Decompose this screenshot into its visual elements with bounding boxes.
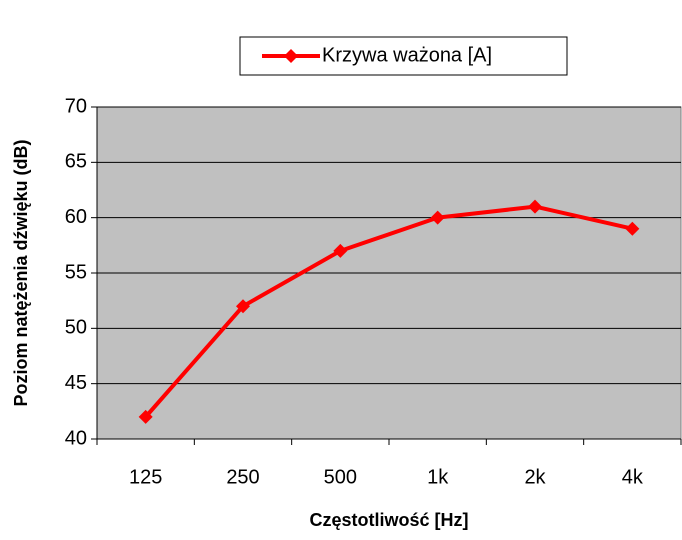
x-tick-label: 250 [226,466,259,488]
x-tick-label: 4k [622,466,644,488]
legend-marker [284,49,298,63]
y-tick-label: 70 [65,95,87,117]
x-tick-label: 2k [524,466,546,488]
y-tick-label: 50 [65,317,87,339]
legend-label: Krzywa ważona [A] [322,44,492,66]
y-tick-label: 40 [65,427,87,449]
y-tick-label: 65 [65,151,87,173]
y-axis-title: Poziom natężenia dźwięku (dB) [11,139,31,406]
point-marker [528,199,542,214]
y-tick-label: 55 [65,261,87,283]
point-marker [236,299,250,314]
x-tick-label: 500 [324,466,357,488]
point-marker [333,243,348,258]
x-tick-label: 125 [129,466,162,488]
y-tick-label: 60 [65,206,87,228]
point-marker [430,210,445,225]
y-tick-label: 45 [65,372,87,394]
series-line [144,204,633,419]
x-axis-title: Częstotliwość [Hz] [309,510,468,530]
point-marker [138,409,153,424]
point-marker [625,221,640,236]
x-tick-label: 1k [427,466,449,488]
